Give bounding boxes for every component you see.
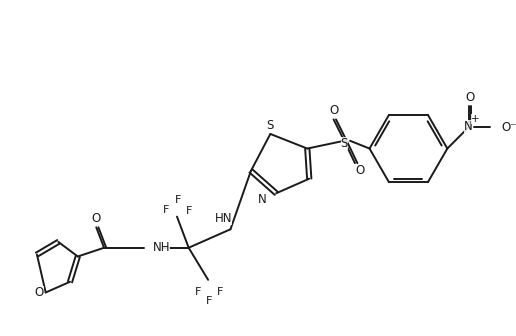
Text: F: F [163,205,169,215]
Text: N: N [464,120,473,133]
Text: O: O [92,212,101,225]
Text: S: S [341,137,348,150]
Text: O: O [465,90,474,103]
Text: O: O [329,104,338,117]
Text: F: F [206,296,212,306]
Text: F: F [217,287,223,296]
Text: N: N [257,193,266,206]
Text: O: O [34,286,43,299]
Text: S: S [267,119,274,132]
Text: F: F [195,287,202,296]
Text: O: O [355,164,364,177]
Text: NH: NH [153,241,170,254]
Text: +: + [471,114,480,124]
Text: F: F [185,206,192,216]
Text: HN: HN [215,212,232,225]
Text: O⁻: O⁻ [502,121,516,134]
Text: F: F [175,195,181,205]
